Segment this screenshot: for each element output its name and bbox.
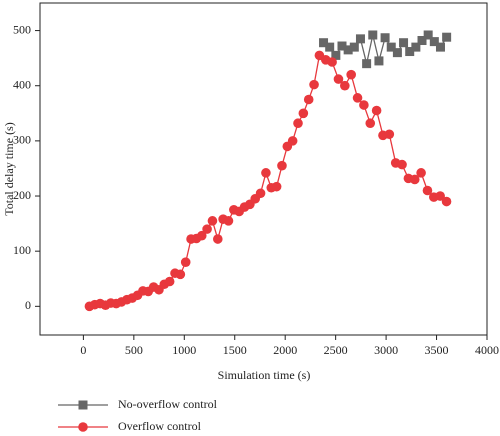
data-point [442, 32, 452, 42]
data-point [374, 56, 384, 66]
data-point [386, 42, 396, 52]
data-point [411, 42, 421, 52]
data-point [405, 47, 415, 57]
data-point [441, 196, 452, 207]
data-point [207, 216, 218, 226]
x-tick-label: 1000 [172, 343, 196, 357]
data-point [417, 36, 427, 46]
plot-frame [39, 2, 488, 336]
x-tick-label: 2000 [273, 343, 297, 357]
data-point [429, 37, 439, 47]
data-point [261, 168, 271, 178]
x-axis-label: Simulation time (s) [218, 368, 311, 382]
data-point [384, 129, 395, 140]
data-point [340, 80, 350, 91]
data-point [175, 269, 186, 280]
data-point [202, 224, 212, 234]
data-point [325, 42, 335, 52]
data-point [303, 94, 314, 105]
y-tick-label: 200 [13, 188, 31, 202]
data-point [298, 108, 309, 119]
data-point [352, 93, 363, 103]
data-point [164, 276, 175, 287]
data-point [255, 188, 266, 199]
y-tick-label: 300 [13, 133, 31, 147]
data-point [331, 50, 341, 60]
data-point [362, 59, 372, 69]
data-point [359, 100, 369, 110]
data-point [309, 79, 319, 90]
legend-marker [78, 422, 88, 432]
y-tick-label: 100 [13, 243, 31, 257]
data-point [180, 257, 191, 268]
data-point [423, 30, 433, 40]
data-point [277, 160, 287, 171]
data-point [319, 38, 329, 48]
data-point [343, 45, 353, 55]
data-point [293, 118, 303, 129]
y-tick-label: 400 [13, 77, 31, 91]
x-tick-label: 1500 [223, 343, 247, 357]
data-point [368, 30, 378, 40]
data-point [287, 136, 298, 146]
data-point [196, 230, 207, 241]
y-axis-label: Total delay time (s) [2, 122, 16, 215]
data-point [355, 34, 365, 44]
data-point [271, 181, 282, 192]
data-point [365, 118, 376, 129]
data-point [333, 74, 344, 84]
x-tick-label: 3500 [425, 343, 449, 357]
data-point [435, 191, 445, 201]
data-point [327, 57, 337, 67]
data-point [397, 159, 407, 170]
data-point [349, 42, 359, 52]
x-tick-label: 500 [125, 343, 143, 357]
series-line [89, 54, 447, 307]
data-point [380, 33, 390, 43]
legend-marker [78, 400, 88, 410]
data-point [399, 38, 409, 48]
data-point [371, 105, 382, 116]
data-point [212, 234, 223, 244]
data-point [435, 42, 445, 52]
x-tick-label: 3000 [374, 343, 398, 357]
data-point [422, 185, 433, 196]
data-point [416, 168, 426, 178]
legend-label: No-overflow control [118, 397, 218, 411]
x-tick-label: 0 [80, 343, 86, 357]
data-point [223, 216, 234, 226]
y-tick-label: 500 [13, 22, 31, 36]
y-tick-label: 0 [25, 298, 31, 312]
data-point [346, 69, 356, 80]
data-point [392, 48, 402, 58]
data-point [337, 41, 347, 51]
legend-label: Overflow control [118, 419, 202, 433]
x-tick-label: 2500 [324, 343, 348, 357]
x-tick-label: 4000 [475, 343, 499, 357]
data-point [409, 174, 420, 185]
